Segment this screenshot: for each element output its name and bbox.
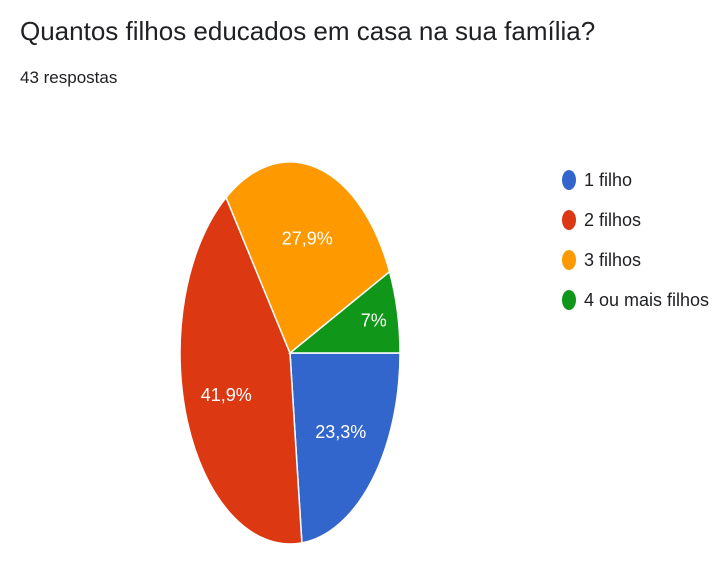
legend-item[interactable]: 4 ou mais filhos — [562, 280, 709, 320]
pie-slice-label: 23,3% — [315, 422, 366, 442]
legend-label: 3 filhos — [584, 249, 642, 270]
pie-slice-label: 7% — [361, 311, 387, 331]
pie-slice-label: 41,9% — [201, 385, 252, 405]
response-count: 43 respostas — [20, 68, 118, 87]
pie-slice[interactable] — [225, 161, 391, 355]
pie-slices — [179, 161, 401, 545]
legend-swatch-icon — [562, 210, 576, 230]
pie-slice[interactable] — [287, 270, 401, 354]
pie-slice[interactable] — [179, 196, 303, 545]
legend-label: 1 filho — [584, 169, 633, 190]
legend-item[interactable]: 1 filho — [562, 160, 709, 200]
pie-slice-labels: 23,3% 41,9% 27,9% 7% — [201, 228, 387, 442]
legend-item[interactable]: 2 filhos — [562, 200, 709, 240]
legend-swatch-icon — [562, 170, 576, 190]
pie-slice-label: 27,9% — [282, 228, 333, 248]
chart-legend: 1 filho 2 filhos 3 filhos 4 ou mais filhos — [562, 160, 709, 320]
legend-label: 2 filhos — [584, 209, 642, 230]
legend-label: 4 ou mais filhos — [584, 289, 710, 310]
pie-slice[interactable] — [289, 352, 401, 544]
chart-title: Quantos filhos educados em casa na sua f… — [20, 16, 596, 46]
legend-swatch-icon — [562, 250, 576, 270]
legend-swatch-icon — [562, 290, 576, 310]
legend-item[interactable]: 3 filhos — [562, 240, 709, 280]
